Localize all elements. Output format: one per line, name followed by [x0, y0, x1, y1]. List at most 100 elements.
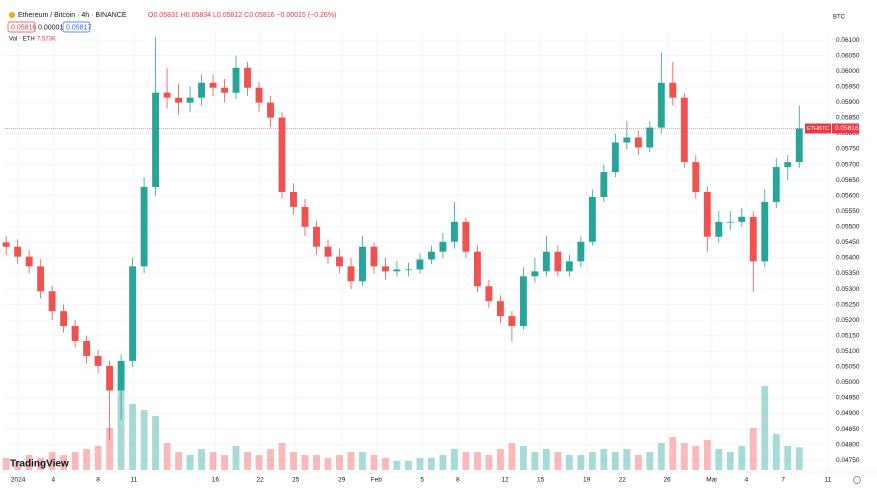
candle-body — [611, 142, 619, 173]
volume-bar — [623, 449, 631, 470]
settings-icon[interactable] — [853, 476, 861, 484]
y-tick-label: 0.05600 — [836, 192, 860, 199]
volume-bar — [462, 452, 470, 470]
candle-body — [692, 162, 700, 192]
candle-body — [83, 341, 91, 356]
y-tick-label: 0.05750 — [836, 146, 860, 153]
candle-body — [25, 256, 33, 267]
bid: 0.05816 — [11, 24, 36, 31]
volume-bar — [715, 449, 723, 470]
y-tick-label: 0.05100 — [836, 348, 860, 355]
volume-bar — [336, 455, 343, 470]
candle-body — [554, 251, 562, 272]
candle-body — [336, 256, 343, 267]
x-tick-label: 5 — [420, 477, 424, 484]
candle-body — [267, 102, 274, 118]
x-tick-label: 4 — [51, 477, 55, 484]
volume-bar — [485, 455, 493, 470]
candle-body — [749, 216, 757, 262]
y-tick-label: 0.05050 — [836, 364, 860, 371]
y-tick-label: 0.05650 — [836, 177, 860, 184]
volume-bar — [680, 443, 688, 470]
volume-value: 7.573K — [37, 37, 56, 43]
x-tick-label: 7 — [781, 477, 785, 484]
volume-bar — [577, 455, 585, 470]
candle-body — [255, 87, 263, 103]
candle-body — [565, 261, 573, 272]
candle-body — [290, 191, 297, 207]
ask-box[interactable] — [62, 21, 91, 33]
y-tick-label: 0.05250 — [836, 301, 860, 308]
candle-body — [416, 259, 424, 270]
logo[interactable]: TradingView — [10, 459, 69, 470]
volume-bar — [795, 447, 803, 470]
ask: 0.05817 — [66, 24, 91, 31]
candle-body — [347, 266, 355, 282]
volume-bar — [359, 452, 366, 470]
y-tick-label: 0.04950 — [836, 395, 860, 402]
volume-bar — [542, 449, 550, 470]
volume-bar — [519, 446, 527, 470]
volume-bar — [83, 449, 91, 470]
volume-bar — [405, 461, 412, 470]
y-tick-label: 0.04900 — [836, 410, 860, 417]
candle-body — [301, 206, 309, 227]
volume-bar — [370, 455, 378, 470]
volume-bar — [347, 452, 355, 470]
volume-bar — [669, 437, 677, 470]
volume-bar — [14, 461, 22, 470]
x-tick-label: 2024 — [11, 477, 26, 484]
volume-bar — [726, 452, 734, 470]
candle-body — [359, 246, 366, 282]
bid-box[interactable] — [7, 21, 36, 33]
y-tick-label: 0.04800 — [836, 441, 860, 448]
spread: 0.00001 — [38, 24, 63, 31]
candle-body — [439, 241, 447, 252]
candle-body — [542, 251, 550, 272]
candle-body — [588, 196, 596, 242]
candles — [2, 37, 803, 441]
volume-bar — [738, 446, 746, 470]
y-tick-label: 0.05700 — [836, 161, 860, 168]
volume-bar — [473, 452, 481, 470]
y-tick-label: 0.05950 — [836, 84, 860, 91]
volume-bar — [94, 446, 102, 470]
volume-bar — [48, 452, 56, 470]
candle-body — [405, 269, 412, 271]
candle-body — [772, 167, 780, 202]
candle-body — [140, 186, 148, 267]
candle-body — [106, 365, 114, 391]
candle-body — [473, 251, 481, 287]
volume-bar — [646, 452, 654, 470]
candle-body — [186, 97, 194, 103]
x-tick-label: 12 — [501, 477, 509, 484]
candle-body — [761, 201, 769, 262]
x-tick-label: 22 — [619, 477, 627, 484]
volume-bar — [175, 452, 183, 470]
x-tick-label: 8 — [456, 477, 460, 484]
candle-body — [37, 266, 45, 292]
volume-bar — [37, 458, 45, 470]
volume-bar — [106, 428, 114, 470]
volume-bar — [393, 461, 401, 470]
volume-bar — [450, 449, 458, 470]
y-tick-label: 0.05200 — [836, 317, 860, 324]
candle-body — [117, 360, 125, 391]
volume-bar — [496, 449, 504, 470]
candle-body — [496, 301, 504, 317]
volume-bar — [416, 458, 424, 470]
volume-bar — [784, 446, 792, 470]
y-tick-label: 0.05500 — [836, 224, 860, 231]
volume-bar — [278, 443, 286, 470]
candle-body — [14, 246, 22, 257]
volume-bar — [129, 404, 137, 470]
candle-body — [646, 127, 654, 148]
volume-bar — [186, 455, 194, 470]
y-tick-label: 0.05450 — [836, 239, 860, 246]
candle-body — [703, 191, 711, 237]
volume-bar — [290, 452, 297, 470]
volume-bar — [152, 416, 160, 470]
volume-bar — [198, 449, 205, 470]
price-tag-symbol: ETHBTC — [807, 126, 829, 132]
volume-bar — [244, 452, 251, 470]
